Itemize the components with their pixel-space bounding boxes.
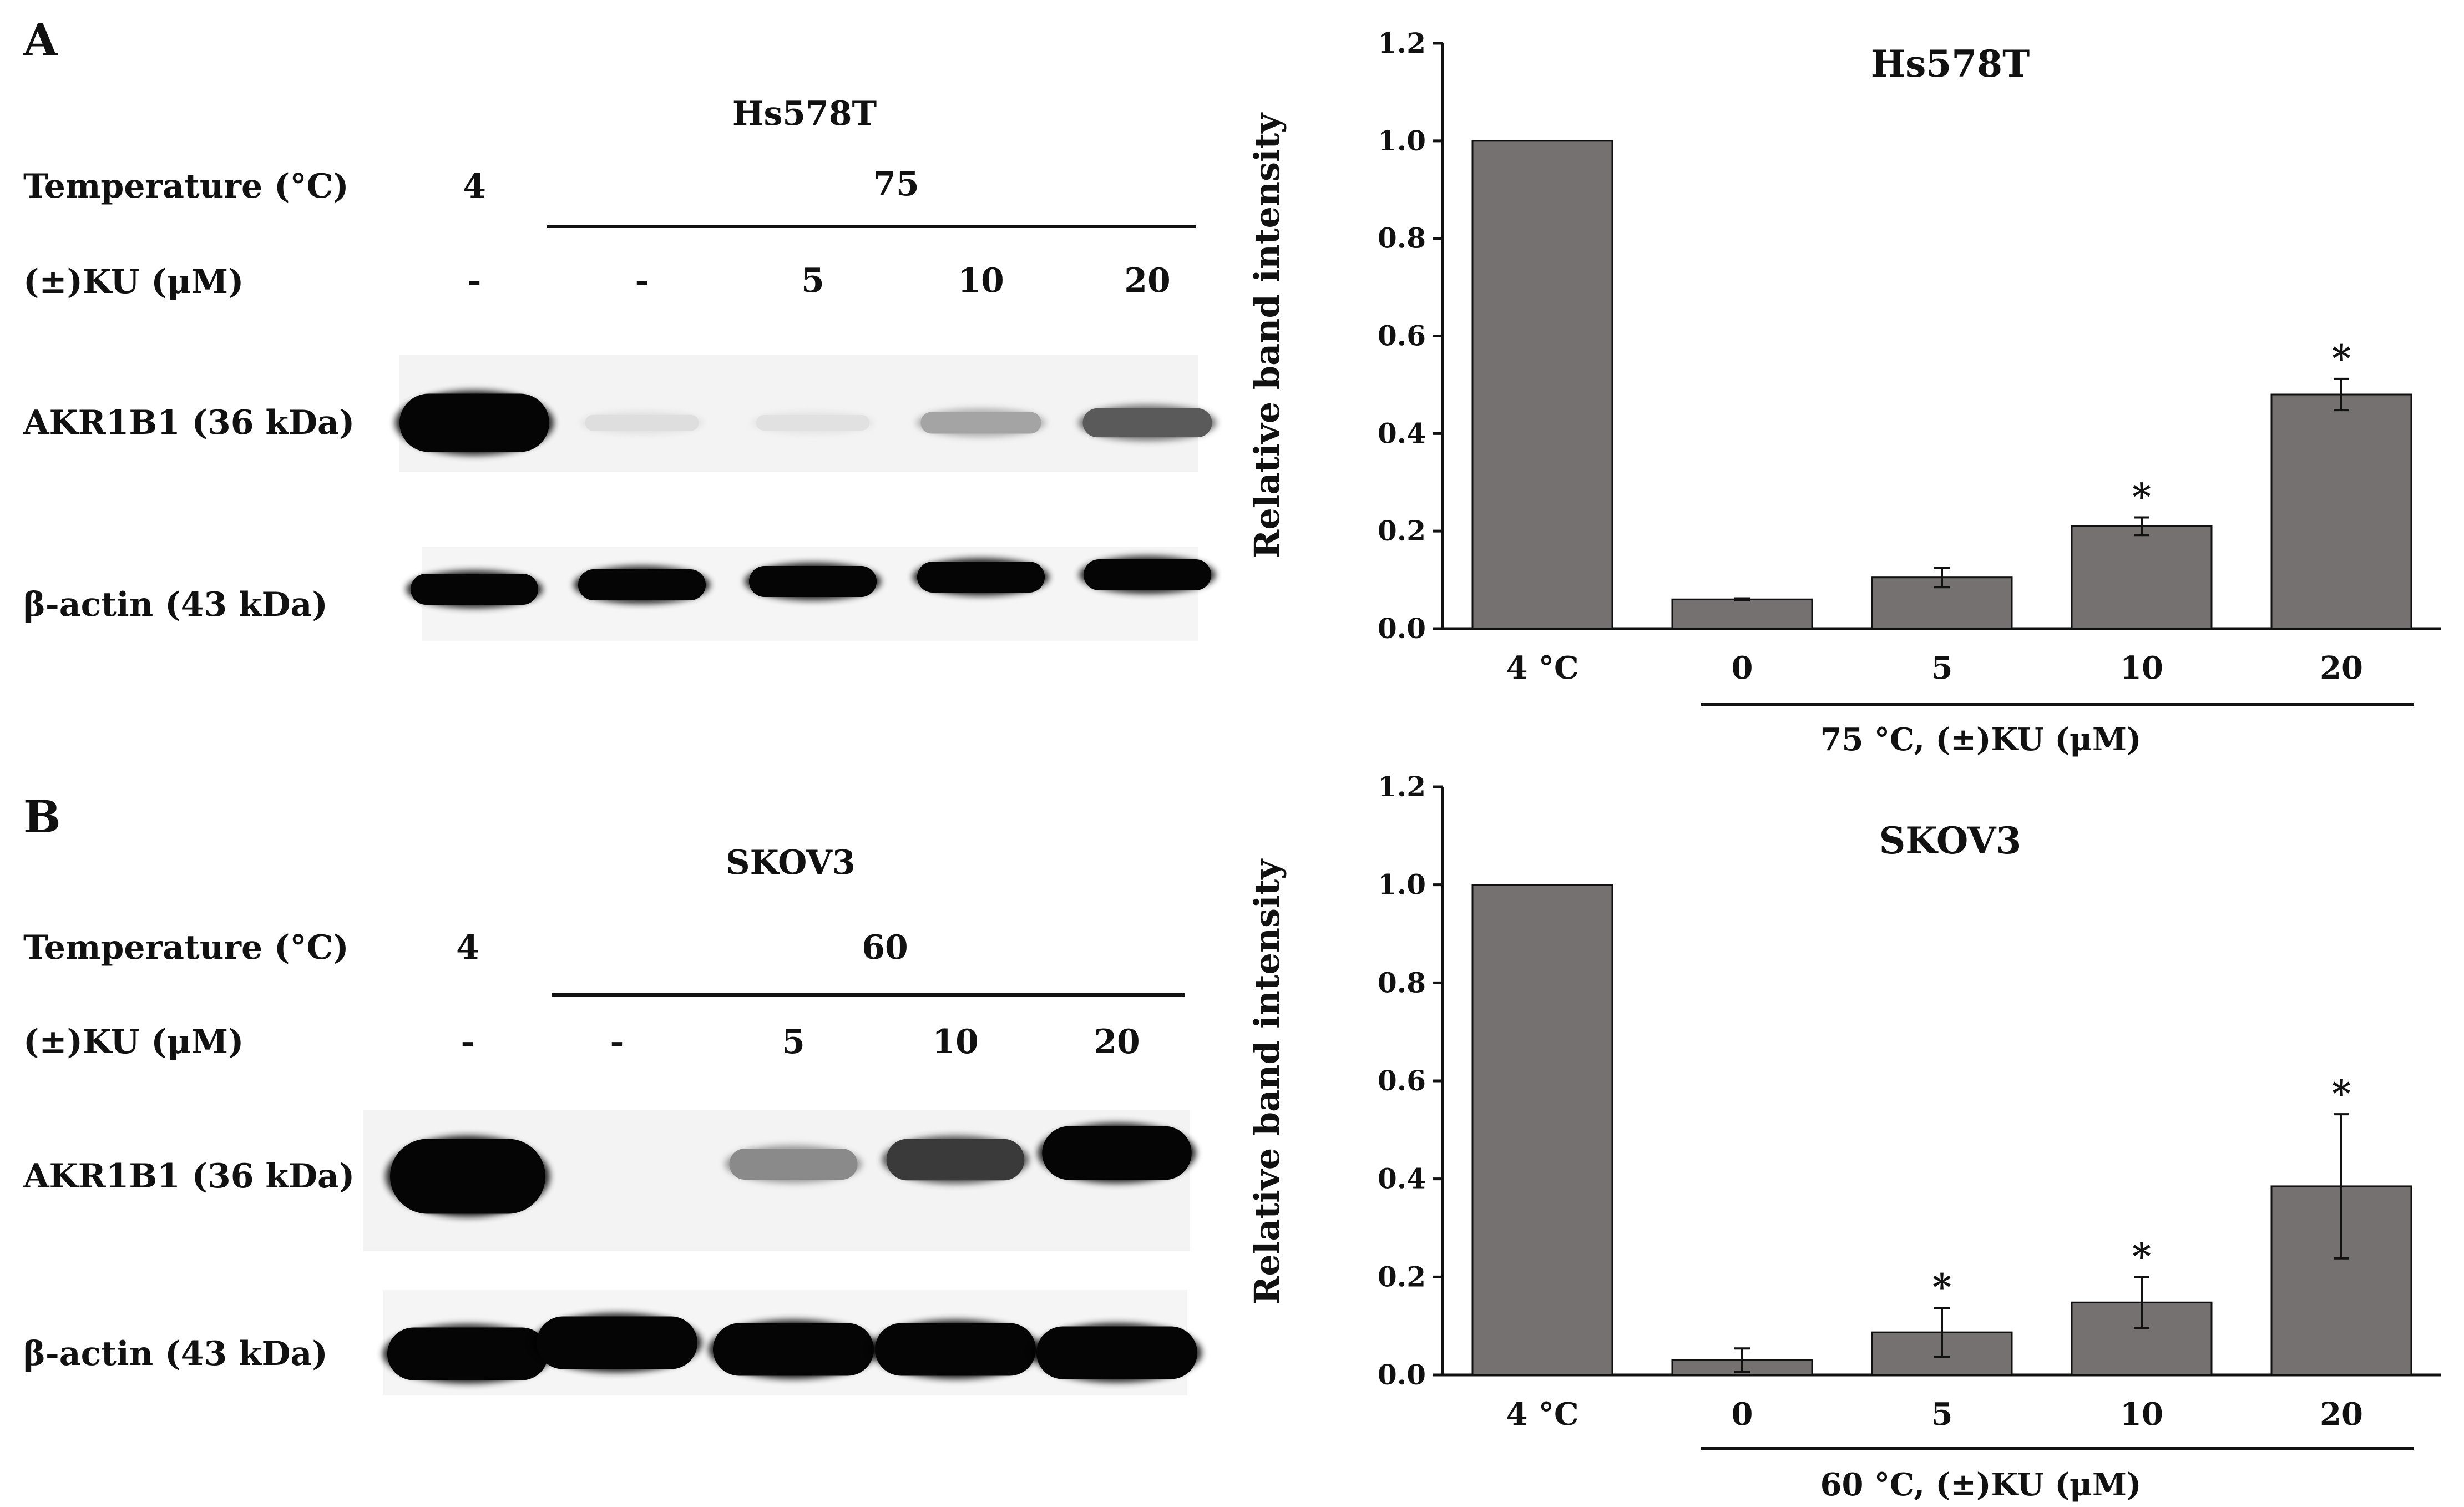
panel-a-ku-lane-4: 10: [958, 261, 1004, 300]
panel-b-target-bands: [386, 1122, 1196, 1217]
panel-a-chart-bar: [2270, 393, 2412, 630]
panel-a-loading-band-4: [913, 558, 1049, 596]
panel-b-chart-ytick-label: 0.8: [1378, 966, 1426, 999]
panel-a-chart-category-label: 5: [1931, 650, 1953, 686]
panel-a-chart-bar: [1671, 598, 1813, 630]
panel-a-target-band-1: [395, 390, 554, 456]
panel-b-temperature-4: 4: [456, 928, 479, 967]
panel-b-ku-lane-5: 20: [1094, 1023, 1140, 1061]
panel-b-chart-ytick-label: 0.4: [1378, 1162, 1426, 1195]
panel-b-ku-lane-4: 10: [932, 1023, 979, 1061]
panel-a-chart-bar: [1471, 140, 1613, 630]
panel-b-chart-significance-star: *: [1932, 1266, 1952, 1309]
panel-a-temperature-4: 4: [463, 167, 486, 206]
panel-b-ku-lane-2: -: [610, 1023, 624, 1061]
panel-b-blot: SKOV3 Temperature (°C) 4 60 (±)KU (μM) -…: [23, 843, 1202, 1395]
panel-b-chart-ytick-label: 1.2: [1378, 770, 1426, 803]
panel-a-chart-category-label: 20: [2320, 650, 2363, 686]
panel-a-loading-label: β-actin (43 kDa): [23, 585, 328, 624]
panel-a-chart-category-label: 0: [1732, 650, 1753, 686]
panel-a-chart-group-label: 75 °C, (±)KU (μM): [1820, 721, 2142, 758]
panel-a-chart-ylabel: Relative band intensity: [1247, 112, 1287, 558]
panel-a-loading-band-2: [574, 566, 710, 604]
panel-a-letter: A: [23, 14, 58, 66]
panel-a-temperature-heated: 75: [873, 165, 919, 204]
panel-a-cell-line: Hs578T: [732, 94, 877, 133]
panel-b-loading-band-5: [1032, 1323, 1202, 1383]
panel-b-loading-band-4: [871, 1319, 1040, 1379]
panel-a-chart-ytick-label: 0.4: [1378, 417, 1426, 449]
panel-a-target-label: AKR1B1 (36 kDa): [23, 403, 355, 442]
panel-b-chart-category-label: 5: [1931, 1396, 1953, 1433]
panel-b-ku-lane-1: -: [461, 1023, 475, 1061]
panel-a-chart-category-label: 4 °C: [1506, 650, 1578, 686]
panel-b-loading-band-1: [383, 1324, 553, 1384]
panel-a-target-band-5: [1078, 404, 1217, 441]
panel-a-temperature-label: Temperature (°C): [23, 167, 349, 206]
panel-b-chart-bar: [1471, 884, 1613, 1376]
panel-b-chart-title: SKOV3: [1879, 819, 2022, 862]
panel-b-cell-line: SKOV3: [726, 843, 855, 882]
panel-b-loading-label: β-actin (43 kDa): [23, 1334, 328, 1373]
panel-b-target-band-1: [386, 1135, 550, 1217]
panel-a-target-band-3: [751, 412, 874, 434]
panel-a-loading-band-5: [1079, 556, 1216, 594]
panel-b-chart-ytick-label: 0.6: [1378, 1064, 1426, 1097]
panel-b-chart-category-label: 20: [2320, 1396, 2363, 1433]
panel-a-chart-ytick-label: 0.6: [1378, 320, 1426, 352]
panel-b-chart-ytick-label: 0.0: [1378, 1358, 1426, 1391]
panel-b-target-band-5: [1038, 1122, 1196, 1184]
panel-a-ku-lane-2: -: [635, 261, 649, 300]
panel-b-target-label: AKR1B1 (36 kDa): [23, 1157, 355, 1196]
panel-b-target-band-4: [882, 1135, 1029, 1184]
panel-a-target-band-2: [580, 411, 704, 434]
panel-a-chart-ytick-label: 1.0: [1378, 124, 1426, 157]
panel-a-ku-lane-5: 20: [1124, 261, 1171, 300]
panel-a-chart-ytick-label: 0.2: [1378, 514, 1426, 547]
panel-b-temperature-heated: 60: [862, 928, 908, 967]
panel-a-chart-bar: [2071, 525, 2213, 630]
panel-a-chart-significance-star: *: [2132, 476, 2152, 519]
panel-b-chart-significance-star: *: [2332, 1072, 2351, 1115]
panel-b-chart-ytick-label: 1.0: [1378, 868, 1426, 901]
panel-b-chart-category-label: 10: [2120, 1396, 2163, 1433]
panel-b-chart-category-label: 0: [1732, 1396, 1753, 1433]
panel-a-loading-bands: [406, 556, 1216, 608]
panel-a-chart-ytick-label: 1.2: [1378, 27, 1426, 59]
panel-a-loading-band-1: [406, 570, 543, 608]
panel-b-target-band-3: [725, 1145, 862, 1184]
panel-a-blot: Hs578T Temperature (°C) 4 75 (±)KU (μM) …: [23, 94, 1217, 641]
panel-b-chart-category-label: 4 °C: [1506, 1396, 1578, 1433]
panel-b-chart-ytick-label: 0.2: [1378, 1260, 1426, 1293]
panel-b: B SKOV3 Temperature (°C) 4 60 (±)KU (μM)…: [23, 770, 2441, 1503]
panel-a-chart-category-label: 10: [2120, 650, 2163, 686]
panel-b-chart-group-label: 60 °C, (±)KU (μM): [1820, 1466, 2142, 1503]
panel-a-chart: Relative band intensity Hs578T 75 °C, (±…: [1247, 27, 2441, 758]
panel-a-loading-band-3: [745, 563, 881, 600]
panel-a-chart-ytick-label: 0.0: [1378, 612, 1426, 645]
panel-b-temperature-label: Temperature (°C): [23, 928, 349, 967]
panel-a-target-bands: [395, 390, 1217, 456]
panel-a-chart-significance-star: *: [2332, 337, 2351, 380]
panel-b-letter: B: [23, 791, 61, 843]
panel-b-loading-bands: [383, 1313, 1202, 1384]
panel-a-chart-ytick-label: 0.8: [1378, 222, 1426, 255]
panel-b-chart: Relative band intensity SKOV3 60 °C, (±)…: [1247, 770, 2441, 1503]
panel-b-loading-band-2: [532, 1313, 702, 1373]
panel-a-target-band-4: [916, 408, 1046, 437]
panel-a-ku-label: (±)KU (μM): [23, 262, 244, 301]
panel-a-ku-lane-1: -: [468, 261, 482, 300]
panel-b-chart-significance-star: *: [2132, 1235, 2152, 1278]
panel-b-ku-lane-3: 5: [782, 1023, 805, 1061]
panel-a: A Hs578T Temperature (°C) 4 75 (±)KU (μM…: [23, 14, 2441, 758]
panel-a-ku-lane-3: 5: [801, 261, 824, 300]
panel-b-ku-label: (±)KU (μM): [23, 1023, 244, 1061]
panel-b-chart-ylabel: Relative band intensity: [1247, 858, 1287, 1304]
panel-a-chart-title: Hs578T: [1871, 42, 2030, 85]
panel-b-loading-band-3: [709, 1319, 878, 1379]
